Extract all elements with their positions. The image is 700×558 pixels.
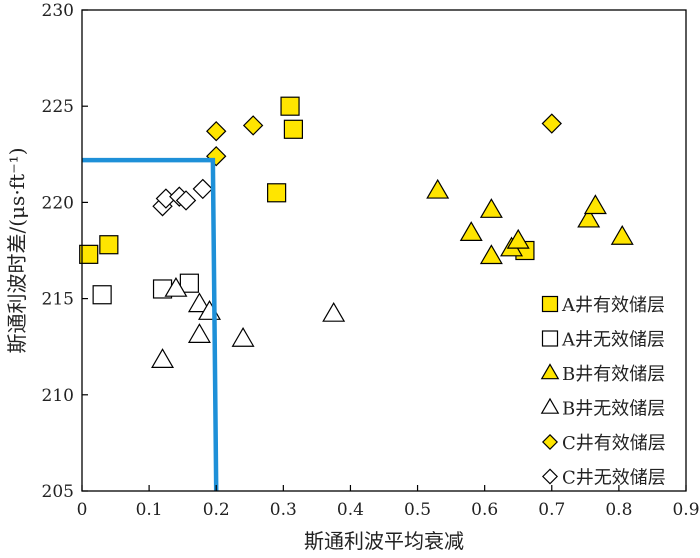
square-marker [283, 119, 303, 139]
y-axis-title: 斯通利波时差/(μs·ft⁻¹) [5, 148, 29, 354]
diamond-marker [192, 178, 213, 200]
x-tick-label: 0 [77, 500, 88, 520]
x-axis-ticks: 0 0.1 0.2 0.3 0.4 0.5 0.6 0.7 0.8 0.9 [77, 485, 700, 520]
legend-label: B井有效储层 [562, 364, 665, 385]
legend-label: B井无效储层 [562, 399, 665, 420]
triangle-marker [459, 221, 483, 242]
diamond-marker [206, 121, 227, 142]
triangle-marker [151, 348, 175, 368]
triangle-marker [479, 244, 503, 265]
legend-label: C井无效储层 [562, 468, 666, 489]
diamond-marker [242, 115, 264, 136]
x-tick-label: 0.9 [672, 500, 699, 520]
x-tick-label: 0.2 [203, 500, 230, 520]
square-marker [92, 285, 112, 305]
y-tick-label: 225 [42, 97, 74, 117]
x-tick-label: 0.4 [337, 500, 364, 520]
triangle-marker [187, 323, 211, 343]
plot-frame [81, 9, 687, 492]
x-tick-label: 0.6 [471, 500, 498, 520]
legend-label: A井有效储层 [561, 295, 665, 316]
triangle-marker [322, 301, 346, 322]
triangle-marker [506, 228, 530, 249]
x-axis-title: 斯通利波平均衰减 [304, 529, 464, 553]
y-tick-label: 230 [42, 1, 74, 21]
square-marker [267, 183, 287, 203]
triangle-marker [583, 194, 607, 215]
triangle-marker [479, 198, 503, 218]
triangle-marker [231, 326, 255, 347]
diamond-marker [206, 146, 227, 167]
y-axis-ticks: 205 210 215 220 225 230 [42, 1, 88, 502]
legend-label: A井无效储层 [561, 330, 665, 351]
boundary-line [82, 157, 219, 492]
triangle-marker [577, 207, 601, 228]
y-tick-label: 205 [42, 482, 74, 502]
triangle-marker [187, 292, 211, 313]
x-tick-label: 0.8 [605, 500, 632, 520]
legend-label: C井有效储层 [562, 433, 666, 454]
boundary-line-group [82, 157, 219, 492]
diamond-marker [541, 113, 562, 134]
legend-diamond-marker [542, 468, 558, 485]
legend-triangle-marker [540, 363, 560, 380]
x-tick-label: 0.1 [136, 500, 163, 520]
y-tick-label: 215 [42, 290, 74, 310]
triangle-marker [610, 225, 634, 245]
data-markers [79, 96, 634, 368]
square-marker [179, 273, 199, 293]
triangle-marker [164, 276, 188, 297]
diamond-marker [175, 190, 197, 211]
legend: A井有效储层 A井无效储层 B井有效储层 B井无效储层 C井有效储层 C井无效储层 [540, 295, 666, 489]
legend-diamond-marker [542, 434, 558, 450]
square-marker [99, 235, 119, 255]
legend-square-marker [541, 330, 559, 347]
x-tick-label: 0.5 [404, 500, 431, 520]
legend-triangle-marker [540, 397, 560, 414]
y-tick-label: 210 [42, 386, 74, 406]
x-tick-label: 0.3 [270, 500, 297, 520]
x-tick-label: 0.7 [538, 500, 565, 520]
triangle-marker [426, 178, 450, 199]
square-marker [79, 244, 99, 264]
square-marker [280, 96, 300, 116]
legend-square-marker [541, 295, 559, 313]
y-tick-label: 220 [42, 193, 74, 213]
